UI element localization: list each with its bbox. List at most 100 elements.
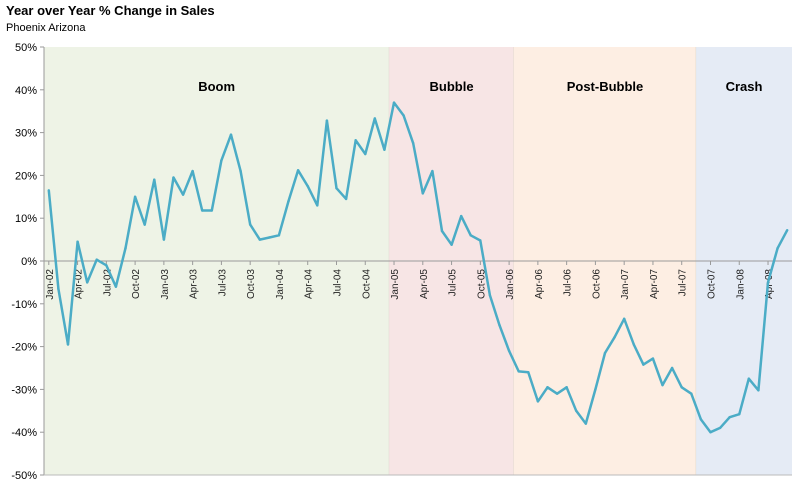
- data-point: [325, 119, 329, 122]
- data-point: [373, 117, 377, 120]
- y-tick-label: 10%: [15, 213, 37, 225]
- y-tick-label: -40%: [11, 427, 37, 439]
- data-point: [191, 169, 194, 173]
- x-tick-label: Jan-06: [505, 269, 516, 300]
- series-points: [47, 101, 789, 434]
- data-point: [258, 238, 261, 241]
- data-point: [354, 139, 357, 142]
- data-point: [277, 234, 281, 237]
- data-point: [248, 223, 252, 226]
- y-tick-label: -30%: [11, 384, 37, 396]
- data-point: [412, 142, 415, 145]
- data-point: [229, 133, 233, 136]
- data-point: [450, 243, 453, 246]
- data-point: [316, 204, 319, 207]
- data-point: [133, 195, 137, 198]
- data-point: [153, 178, 156, 181]
- x-tick-label: Oct-04: [361, 269, 372, 299]
- x-tick-label: Jul-05: [448, 269, 459, 297]
- data-point: [479, 239, 482, 242]
- x-tick-label: Jul-03: [217, 269, 228, 297]
- x-tick-label: Oct-07: [706, 269, 717, 299]
- y-tick-label: 40%: [15, 85, 37, 97]
- x-tick-label: Apr-07: [649, 269, 660, 299]
- data-point: [584, 422, 588, 425]
- data-point: [709, 431, 712, 434]
- data-point: [786, 228, 789, 232]
- phase-label-bubble: Bubble: [430, 79, 474, 94]
- data-point: [555, 392, 559, 395]
- data-point: [469, 234, 472, 237]
- y-tick-label: 0%: [21, 256, 37, 268]
- data-point: [776, 246, 779, 250]
- phase-label-post-bubble: Post-Bubble: [567, 79, 644, 94]
- data-point: [114, 285, 118, 288]
- data-point: [757, 389, 760, 392]
- data-point: [421, 192, 424, 195]
- data-point: [383, 148, 386, 151]
- data-point: [76, 240, 79, 243]
- data-point: [642, 363, 645, 366]
- data-point: [680, 386, 683, 389]
- data-point: [57, 287, 60, 291]
- data-point: [364, 152, 367, 156]
- data-point: [632, 343, 635, 346]
- data-point: [172, 176, 175, 179]
- data-point: [431, 169, 434, 173]
- y-tick-label: 20%: [15, 170, 37, 182]
- x-tick-label: Oct-06: [591, 269, 602, 299]
- data-point: [651, 357, 655, 360]
- x-tick-label: Jul-02: [102, 269, 113, 297]
- data-point: [507, 349, 511, 353]
- y-tick-label: -20%: [11, 342, 37, 354]
- data-point: [565, 386, 568, 389]
- x-tick-label: Jan-07: [620, 269, 631, 300]
- data-point: [296, 169, 300, 172]
- phase-label-crash: Crash: [726, 79, 763, 94]
- x-tick-label: Jan-05: [390, 269, 401, 300]
- data-point: [766, 281, 770, 284]
- chart-subtitle: Phoenix Arizona: [6, 22, 86, 34]
- data-point: [66, 343, 70, 346]
- x-tick-label: Jan-02: [45, 269, 56, 300]
- x-tick-label: Apr-05: [419, 269, 430, 299]
- data-point: [699, 418, 703, 421]
- data-point: [603, 351, 607, 355]
- data-point: [488, 294, 492, 297]
- x-tick-label: Oct-02: [131, 269, 142, 299]
- data-point: [392, 101, 396, 104]
- data-point: [306, 184, 309, 188]
- y-tick-label: 30%: [15, 128, 37, 140]
- x-tick-label: Jul-04: [332, 269, 343, 297]
- data-point: [220, 159, 223, 162]
- data-point: [622, 317, 626, 320]
- y-tick-label: -50%: [11, 470, 37, 482]
- y-tick-label: -10%: [11, 299, 37, 311]
- data-point: [546, 386, 549, 389]
- y-axis-ticks: 50% 40% 30% 20% 10% 0% -10% -20% -30% -40% -50%: [11, 42, 44, 482]
- data-point: [85, 281, 89, 284]
- x-tick-label: Jan-04: [275, 269, 286, 300]
- data-point: [201, 209, 204, 212]
- data-point: [690, 392, 693, 395]
- data-point: [536, 400, 540, 403]
- data-point: [143, 223, 146, 226]
- data-point: [181, 193, 185, 196]
- data-point: [527, 371, 530, 374]
- data-point: [575, 409, 578, 412]
- x-tick-label: Apr-02: [74, 269, 85, 299]
- data-point: [613, 335, 616, 339]
- data-point: [47, 189, 50, 192]
- data-point: [95, 258, 98, 261]
- data-point: [440, 229, 444, 233]
- data-point: [747, 377, 751, 380]
- x-tick-label: Jan-08: [735, 269, 746, 300]
- data-point: [459, 214, 463, 218]
- data-point: [210, 209, 214, 212]
- x-tick-label: Jul-06: [563, 269, 574, 297]
- data-point: [738, 413, 741, 416]
- x-tick-label: Apr-04: [304, 269, 315, 299]
- series-line: [47, 101, 789, 434]
- data-point: [402, 114, 405, 117]
- data-point: [718, 426, 722, 430]
